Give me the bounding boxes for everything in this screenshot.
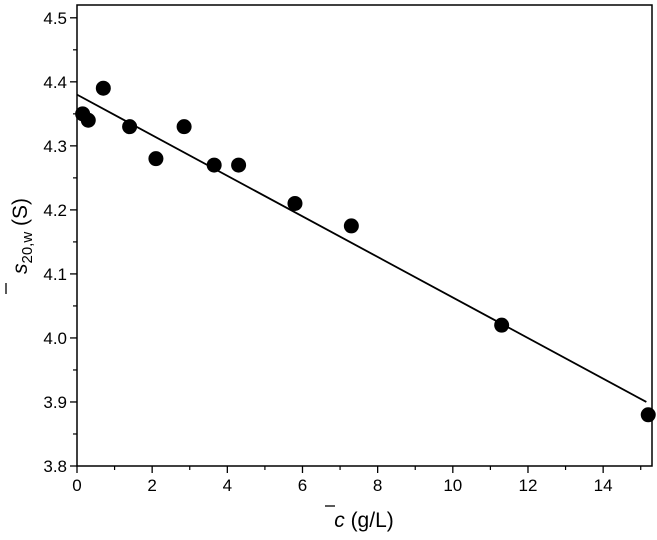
y-tick-label: 4.4	[43, 73, 67, 92]
x-tick-label: 0	[72, 476, 81, 495]
y-axis-subscript: 20,w	[19, 232, 36, 264]
data-point	[122, 119, 138, 135]
y-axis-symbol: s	[9, 263, 32, 274]
data-point	[231, 157, 247, 173]
data-point	[176, 119, 192, 135]
y-axis-unit: (S)	[9, 198, 32, 232]
x-axis: 0 2 4 6 8 10 12 14	[72, 466, 642, 495]
data-points	[75, 80, 656, 423]
y-axis-label: s20,w (S)	[9, 198, 36, 274]
x-tick-label: 4	[223, 476, 232, 495]
x-tick-label: 12	[519, 476, 538, 495]
y-tick-label: 4.2	[43, 201, 67, 220]
data-point	[640, 407, 656, 423]
x-axis-unit: (g/L)	[345, 509, 394, 532]
x-tick-label: 10	[443, 476, 462, 495]
x-axis-symbol: c	[334, 509, 345, 532]
y-tick-label: 3.9	[43, 393, 67, 412]
x-tick-label: 14	[594, 476, 613, 495]
x-tick-label: 8	[373, 476, 382, 495]
y-tick-label: 3.8	[43, 457, 67, 476]
y-axis: 3.8 3.9 4.0 4.1 4.2 4.3 4.4 4.5	[43, 9, 77, 476]
fit-line-layer	[76, 93, 647, 403]
y-tick-label: 4.0	[43, 329, 67, 348]
x-tick-label: 6	[298, 476, 307, 495]
x-axis-label: c (g/L)	[334, 509, 394, 532]
data-point	[148, 151, 164, 167]
data-point	[343, 218, 359, 234]
data-point	[80, 112, 96, 128]
y-tick-label: 4.5	[43, 9, 67, 28]
data-point	[494, 317, 510, 333]
data-point	[206, 157, 222, 173]
y-tick-label: 4.3	[43, 137, 67, 156]
data-point	[95, 80, 111, 96]
data-point	[287, 195, 303, 211]
x-tick-label: 2	[147, 476, 156, 495]
y-tick-label: 4.1	[43, 265, 67, 284]
fit-line	[76, 93, 647, 403]
plot-frame	[76, 4, 653, 467]
